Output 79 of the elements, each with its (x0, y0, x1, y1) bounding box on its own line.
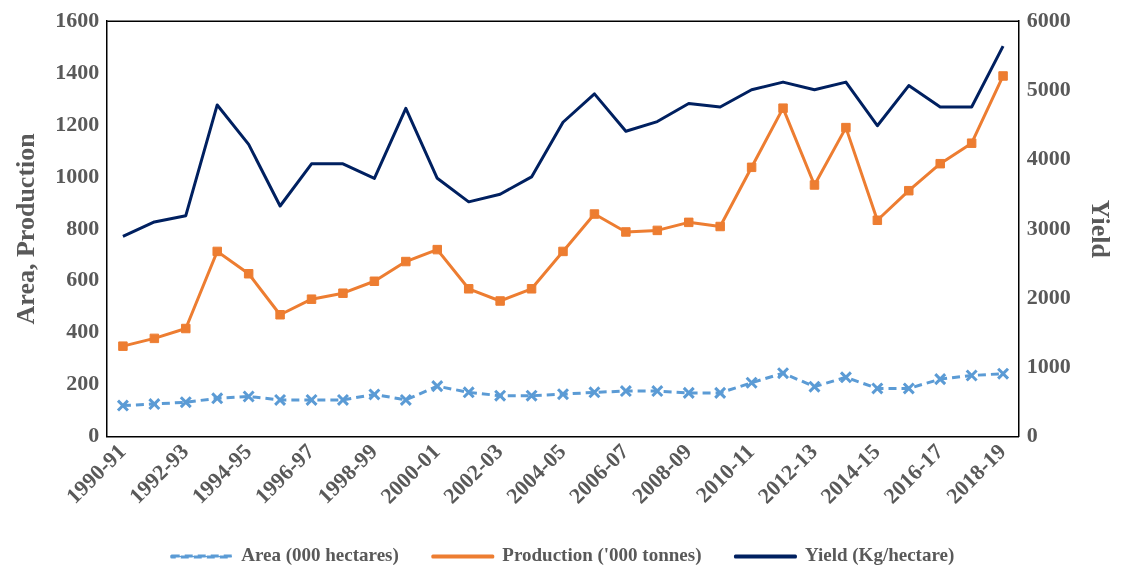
point (839, 370, 853, 384)
y-tick-label: 200 (66, 370, 100, 396)
point (147, 397, 161, 411)
point (902, 382, 916, 395)
point (745, 376, 759, 390)
point (809, 180, 820, 190)
y2-tick-label: 3000 (1026, 214, 1071, 240)
point (179, 395, 193, 409)
point (305, 393, 318, 407)
point (495, 296, 505, 306)
y2-tick-label: 5000 (1026, 76, 1071, 102)
point (463, 284, 474, 294)
legend-label: Area (000 hectares) (241, 544, 399, 567)
y2-axis-title: Yield (1085, 199, 1115, 259)
y-tick-label: 400 (66, 318, 100, 344)
point (432, 244, 443, 255)
point (778, 103, 788, 113)
point (808, 380, 821, 394)
point (619, 384, 633, 398)
point (526, 284, 537, 294)
point (652, 225, 663, 236)
point (872, 215, 883, 226)
y-tick-label: 800 (66, 214, 100, 240)
point (367, 387, 381, 401)
point (338, 288, 348, 298)
point (243, 269, 254, 279)
point (306, 294, 317, 304)
point (369, 276, 380, 287)
point (273, 393, 287, 407)
point (336, 393, 350, 407)
y-axis-title: Area, Production (11, 132, 41, 325)
point (587, 385, 601, 399)
legend-label: Yield (Kg/hectare) (804, 544, 955, 567)
point (998, 71, 1008, 81)
point (966, 138, 977, 148)
point (965, 369, 979, 382)
point (430, 379, 444, 393)
point (116, 399, 130, 413)
point (149, 333, 160, 344)
legend-label: Production ('000 tonnes) (502, 544, 702, 567)
y2-tick-label: 2000 (1026, 283, 1071, 309)
y2-tick-label: 1000 (1026, 352, 1071, 378)
point (181, 323, 191, 334)
y2-tick-label: 4000 (1026, 145, 1071, 171)
point (621, 227, 631, 237)
point (462, 385, 476, 399)
point (401, 256, 411, 267)
point (713, 386, 727, 400)
point (525, 389, 539, 403)
point (776, 366, 790, 380)
point (493, 389, 507, 403)
point (210, 391, 224, 405)
point (212, 246, 222, 257)
point (682, 386, 696, 400)
point (118, 341, 128, 351)
point (589, 209, 600, 219)
y-tick-label: 1200 (55, 110, 100, 136)
y-tick-label: 1600 (55, 6, 100, 32)
point (746, 162, 757, 173)
point (841, 122, 851, 133)
y2-tick-label: 0 (1026, 422, 1038, 448)
y-tick-label: 600 (66, 266, 100, 292)
point (684, 217, 694, 228)
point (996, 367, 1010, 381)
point (933, 372, 947, 386)
point (275, 310, 285, 320)
point (556, 387, 570, 401)
point (870, 382, 884, 395)
point (935, 158, 945, 169)
point (399, 393, 413, 407)
point (242, 390, 256, 403)
y-tick-label: 1000 (55, 162, 100, 188)
y-tick-label: 1400 (55, 58, 100, 84)
y2-tick-label: 6000 (1026, 6, 1071, 32)
point (904, 185, 914, 196)
point (558, 246, 568, 257)
point (715, 221, 725, 232)
point (650, 384, 664, 398)
y-tick-label: 0 (88, 422, 100, 448)
